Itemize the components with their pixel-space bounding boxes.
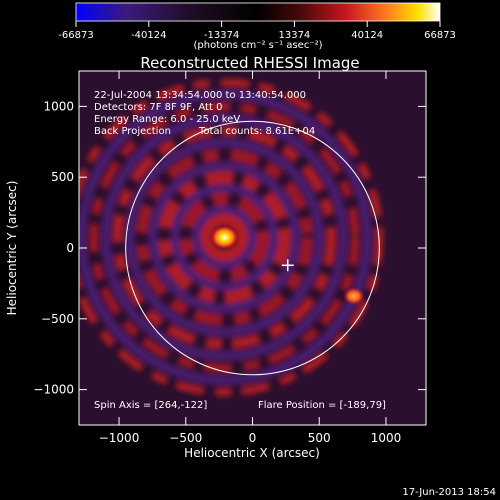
interference-ring-dark bbox=[170, 183, 279, 292]
x-axis-ticks: −1000 −500 0 500 1000 bbox=[99, 71, 401, 445]
annotation-spin-axis: Spin Axis = [264,-122] bbox=[94, 400, 207, 411]
x-tick-label: 0 bbox=[249, 431, 257, 445]
interference-ring bbox=[198, 211, 251, 264]
annotation-energy: Energy Range: 6.0 - 25.0 keV bbox=[94, 114, 240, 125]
x-tick-label: −500 bbox=[169, 431, 202, 445]
plot-area: 22-Jul-2004 13:34:54.000 to 13:40:54.000… bbox=[78, 70, 427, 426]
colorbar-tick-label: -40124 bbox=[131, 30, 166, 41]
chart-title: Reconstructed RHESSI Image bbox=[140, 54, 359, 72]
x-axis-label: Heliocentric X (arcsec) bbox=[184, 446, 320, 460]
interference-ring bbox=[89, 102, 360, 373]
interference-ring bbox=[158, 171, 291, 304]
interference-pattern bbox=[79, 78, 384, 397]
solar-limb-circle bbox=[125, 120, 380, 376]
main-flare-source bbox=[210, 225, 239, 250]
y-tick-label: 1000 bbox=[43, 99, 74, 113]
y-tick-label: 0 bbox=[66, 241, 74, 255]
interference-ring-dark bbox=[101, 114, 348, 361]
x-tick-label: −1000 bbox=[99, 431, 140, 445]
x-tick-label: 500 bbox=[308, 431, 331, 445]
spin-axis-cross-marker bbox=[281, 259, 294, 272]
x-tick-label: 1000 bbox=[371, 431, 402, 445]
annotation-counts: Total counts: 8.61E+04 bbox=[198, 126, 315, 137]
colorbar-tick-label: -66873 bbox=[58, 30, 93, 41]
interference-ring-dark bbox=[191, 204, 258, 270]
interference-ring-dark bbox=[125, 138, 324, 337]
image-layer bbox=[79, 78, 384, 397]
colorbar-units: (photons cm⁻² s⁻¹ asec⁻²) bbox=[193, 40, 322, 51]
y-tick-label: −1000 bbox=[33, 383, 74, 397]
secondary-source bbox=[342, 287, 365, 306]
annotation-flare-position: Flare Position = [-189,79] bbox=[258, 400, 386, 411]
annotation-detectors: Detectors: 7F 8F 9F, Att 0 bbox=[94, 102, 222, 113]
interference-ring bbox=[112, 125, 337, 350]
colorbar-tick-label: 66873 bbox=[424, 30, 456, 41]
y-tick-label: −500 bbox=[41, 312, 74, 326]
interference-ring bbox=[179, 192, 270, 283]
colorbar: -66873 -40124 -13374 13374 40124 66873 (photo… bbox=[58, 2, 456, 51]
y-tick-label: 500 bbox=[51, 170, 74, 184]
bright-sources bbox=[210, 225, 365, 306]
interference-ring-dark bbox=[79, 90, 372, 385]
colorbar-gradient bbox=[75, 2, 441, 22]
footer-timestamp: 17-Jun-2013 18:54 bbox=[402, 487, 496, 498]
y-axis-label: Heliocentric Y (arcsec) bbox=[5, 181, 19, 316]
colorbar-tick-label: -13374 bbox=[204, 30, 239, 41]
interference-ring bbox=[136, 149, 313, 326]
colorbar-tick-label: 40124 bbox=[351, 30, 383, 41]
colorbar-ticks: -66873 -40124 -13374 13374 40124 66873 bbox=[58, 21, 456, 41]
annotation-method: Back Projection bbox=[94, 126, 171, 137]
annotation-time-range: 22-Jul-2004 13:34:54.000 to 13:40:54.000 bbox=[94, 90, 306, 101]
colorbar-tick-label: 13374 bbox=[278, 30, 310, 41]
y-axis-ticks: −1000 −500 0 500 1000 bbox=[33, 99, 426, 397]
interference-ring-dark bbox=[148, 161, 301, 314]
